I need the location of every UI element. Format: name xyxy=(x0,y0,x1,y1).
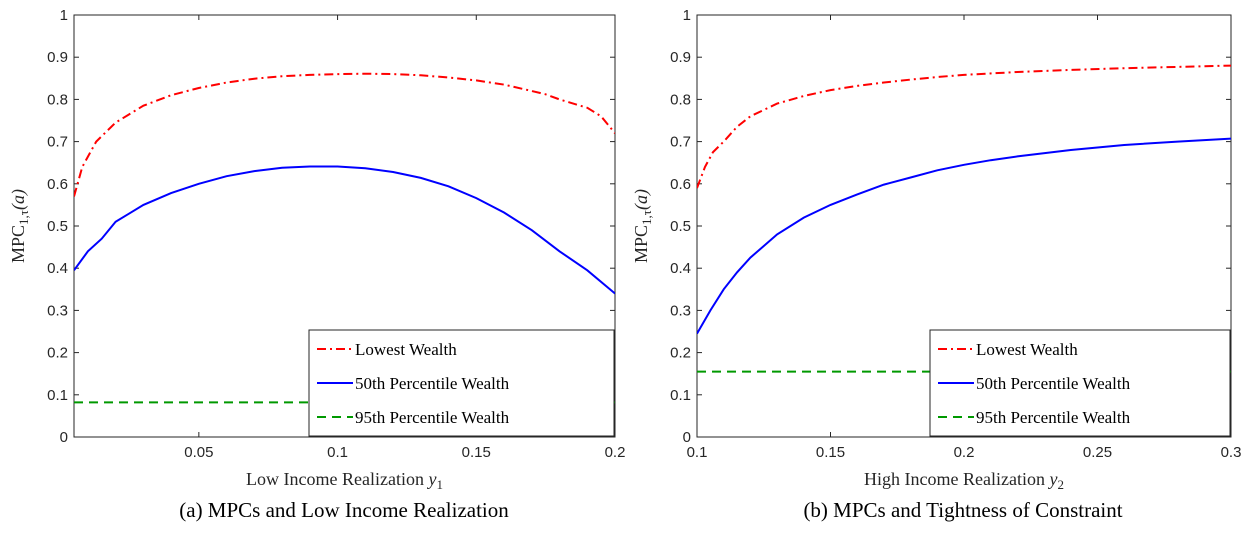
legend-entry: Lowest Wealth xyxy=(355,340,457,359)
y-tick-label: 0.5 xyxy=(47,218,68,235)
x-axis-label-var: y xyxy=(426,469,436,489)
y-axis-label-arg: (a) xyxy=(631,189,652,210)
y-axis-label: MPC1,τ(a) xyxy=(631,189,654,263)
y-tick-label: 0.5 xyxy=(670,218,691,235)
y-axis-label-sub: 1,τ xyxy=(639,210,654,225)
x-axis-label-var: y xyxy=(1047,469,1057,489)
x-axis-label: High Income Realization y2 xyxy=(864,469,1064,492)
y-tick-label: 0.1 xyxy=(47,387,68,404)
x-axis-label-sub: 2 xyxy=(1057,477,1064,492)
x-tick-label: 0.05 xyxy=(184,444,213,461)
legend-entry: 95th Percentile Wealth xyxy=(976,408,1131,427)
panel-caption: (b) MPCs and Tightness of Constraint xyxy=(803,498,1122,522)
y-tick-label: 0.1 xyxy=(670,387,691,404)
y-tick-label: 0.8 xyxy=(47,91,68,108)
legend: Lowest Wealth 50th Percentile Wealth 95th … xyxy=(930,330,1230,436)
y-tick-label: 0.4 xyxy=(670,260,691,277)
y-tick-label: 0.2 xyxy=(670,345,691,362)
legend-entry: 50th Percentile Wealth xyxy=(355,374,510,393)
x-axis-label-text: Low Income Realization xyxy=(246,469,428,489)
y-tick-label: 0.6 xyxy=(670,176,691,193)
x-axis-label-sub: 1 xyxy=(436,477,443,492)
y-tick-label: 1 xyxy=(683,7,691,24)
y-tick-label: 0.3 xyxy=(47,302,68,319)
y-tick-label: 0.9 xyxy=(47,49,68,66)
legend-entry: 50th Percentile Wealth xyxy=(976,374,1131,393)
x-tick-label: 0.25 xyxy=(1083,444,1112,461)
legend-entry: 95th Percentile Wealth xyxy=(355,408,510,427)
y-axis-label-sub: 1,τ xyxy=(16,210,31,225)
x-tick-label: 0.2 xyxy=(605,444,626,461)
x-tick-label: 0.15 xyxy=(816,444,845,461)
y-tick-label: 0.3 xyxy=(670,302,691,319)
panel-a: 0 0.1 0.2 0.3 0.4 0.5 0.6 0.7 0.8 0.9 1 0.05 0.1 0.15… xyxy=(8,7,625,522)
y-axis-label: MPC1,τ(a) xyxy=(8,189,31,263)
x-axis-label-text: High Income Realization xyxy=(864,469,1049,489)
x-axis-label: Low Income Realization y1 xyxy=(246,469,443,492)
y-tick-label: 0.7 xyxy=(47,134,68,151)
x-tick-label: 0.1 xyxy=(687,444,708,461)
y-axis-label-main: MPC xyxy=(8,225,28,263)
legend-entry: Lowest Wealth xyxy=(976,340,1078,359)
y-tick-label: 0 xyxy=(60,429,68,446)
y-tick-label: 0.4 xyxy=(47,260,68,277)
y-tick-label: 0.6 xyxy=(47,176,68,193)
panel-b: 00.10.20.30.40.50.60.70.80.910.1 0.15 0.2 0… xyxy=(631,7,1241,522)
y-tick-label: 0.7 xyxy=(670,134,691,151)
y-axis-label-main: MPC xyxy=(631,225,651,263)
x-tick-label: 0.1 xyxy=(327,444,348,461)
legend: Lowest Wealth 50th Percentile Wealth 95th … xyxy=(309,330,614,436)
x-tick-label: 0.3 xyxy=(1221,444,1242,461)
y-tick-label: 1 xyxy=(60,7,68,24)
x-tick-label: 0.2 xyxy=(954,444,975,461)
y-tick-label: 0.8 xyxy=(670,91,691,108)
x-tick-label: 0.15 xyxy=(462,444,491,461)
y-tick-label: 0.9 xyxy=(670,49,691,66)
panel-caption: (a) MPCs and Low Income Realization xyxy=(179,498,509,522)
y-axis-label-arg: (a) xyxy=(8,189,29,210)
y-tick-label: 0.2 xyxy=(47,345,68,362)
